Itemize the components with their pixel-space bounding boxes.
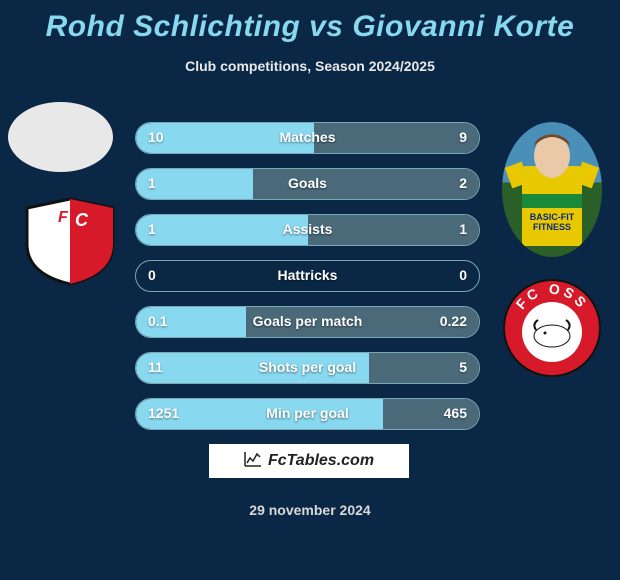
player-right-photo: BASIC-FIT FITNESS [502,122,602,257]
stat-label: Min per goal [136,405,479,421]
stat-label: Assists [136,221,479,237]
date: 29 november 2024 [0,502,620,518]
stat-row: 115Shots per goal [135,352,480,384]
subtitle: Club competitions, Season 2024/2025 [0,58,620,74]
stat-label: Goals [136,175,479,191]
stat-label: Matches [136,129,479,145]
stat-row: 109Matches [135,122,480,154]
stat-row: 00Hattricks [135,260,480,292]
stat-label: Hattricks [136,267,479,283]
comparison-card: Rohd Schlichting vs Giovanni Korte Club … [0,0,620,580]
watermark-text: FcTables.com [268,452,374,470]
head-icon [502,122,602,257]
player-left-photo [8,102,113,172]
stat-row: 1251465Min per goal [135,398,480,430]
stat-label: Goals per match [136,313,479,329]
stats-table: 109Matches 12Goals 11Assists 00Hattricks 0.1… [135,122,480,444]
club-right-badge: FC OSS [502,278,602,378]
svg-text:C: C [75,210,89,230]
page-title: Rohd Schlichting vs Giovanni Korte [0,0,620,44]
shield-icon: F C [20,196,120,286]
club-left-badge: F C [20,196,120,286]
stat-row: 12Goals [135,168,480,200]
club-badge-icon: FC OSS [502,278,602,378]
stat-label: Shots per goal [136,359,479,375]
stat-row: 11Assists [135,214,480,246]
stat-row: 0.10.22Goals per match [135,306,480,338]
chart-icon [244,451,262,471]
watermark: FcTables.com [209,444,409,478]
svg-text:F: F [58,209,69,226]
